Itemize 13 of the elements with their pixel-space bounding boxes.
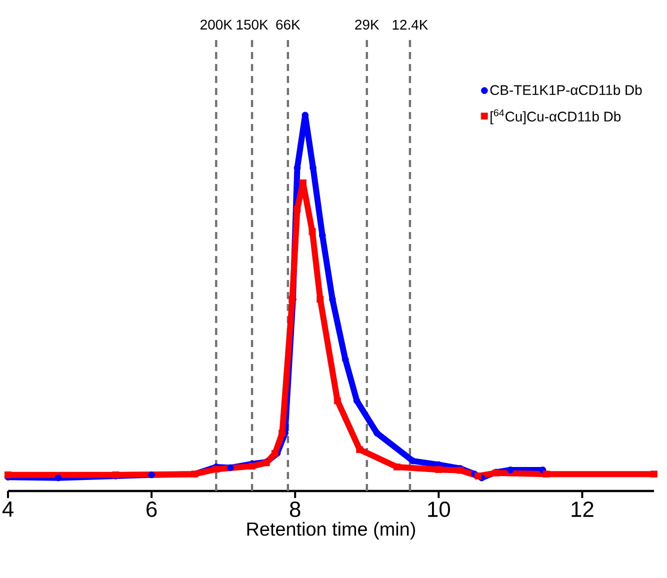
- x-tick-label: 8: [290, 502, 300, 518]
- x-tick-label: 4: [2, 502, 14, 517]
- ref-line-label: 12.4K: [392, 20, 428, 30]
- x-axis-title: Retention time (min): [247, 522, 415, 540]
- x-tick-label: 10: [428, 502, 450, 518]
- ref-line-label: 150K: [236, 20, 268, 30]
- ref-line-label: 200K: [200, 20, 232, 30]
- ref-line-label: 29K: [355, 20, 380, 30]
- legend-label: [$^{64}$Cu]Cu-αCD11b Db: [490, 109, 621, 124]
- ref-line-label: 66K: [276, 20, 300, 30]
- legend-label: CB-TE1K1P-αCD11b Db: [490, 84, 642, 96]
- x-tick-label: 12: [572, 502, 594, 517]
- x-tick-label: 6: [146, 502, 157, 518]
